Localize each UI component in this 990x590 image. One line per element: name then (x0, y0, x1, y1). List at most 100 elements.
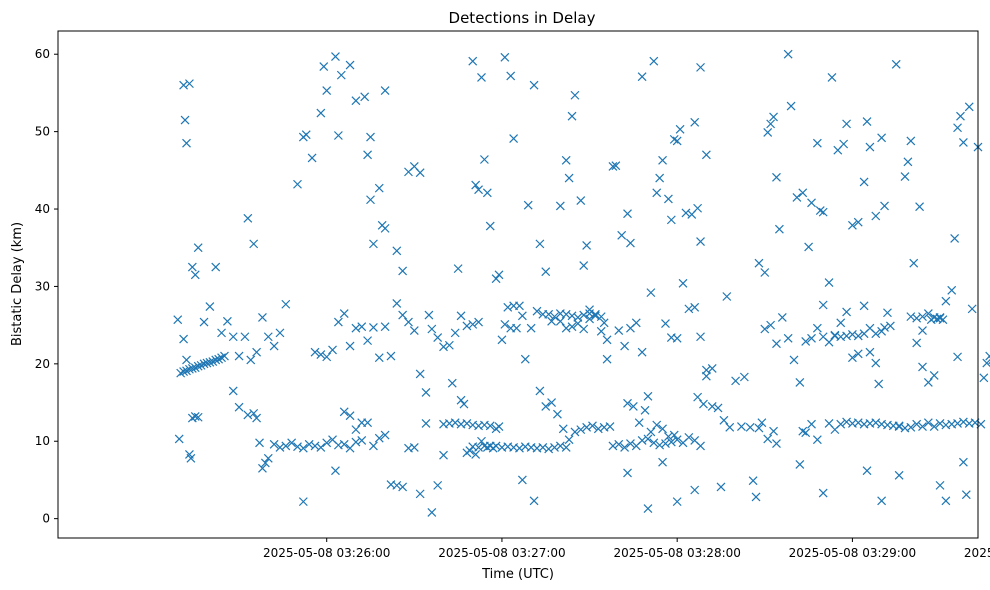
data-point (462, 419, 472, 428)
data-point (269, 439, 279, 449)
data-point (900, 172, 910, 181)
data-point (547, 398, 557, 407)
data-point (398, 482, 408, 492)
data-point (958, 417, 968, 427)
data-point (222, 316, 232, 326)
data-point (853, 418, 863, 428)
data-point (193, 412, 203, 422)
data-point (369, 441, 378, 451)
data-point (474, 317, 483, 327)
data-point (246, 355, 256, 365)
data-point (871, 418, 881, 428)
data-point (576, 425, 586, 435)
y-axis-label: Bistatic Delay (km) (10, 222, 25, 346)
data-point (818, 488, 828, 498)
data-point (275, 443, 285, 452)
data-point (316, 443, 326, 452)
data-point (462, 321, 472, 331)
data-point (220, 351, 229, 361)
y-axis-ticks: 0 10 20 30 40 50 60 (35, 47, 58, 526)
data-point (363, 336, 373, 346)
data-point (871, 211, 881, 221)
data-point (663, 194, 673, 204)
data-point (824, 278, 834, 287)
data-point (672, 497, 682, 507)
data-point (716, 482, 726, 492)
data-point (853, 331, 863, 341)
data-point (485, 221, 495, 231)
data-point (912, 338, 922, 348)
data-point (877, 326, 887, 336)
data-point (450, 418, 460, 428)
x-tick-label: 2025-05-08 03:29:00 (789, 546, 916, 560)
data-point (766, 119, 776, 129)
data-point (696, 441, 705, 451)
data-point (669, 134, 679, 144)
data-point (760, 324, 770, 334)
data-point (839, 139, 849, 149)
data-point (707, 364, 717, 373)
data-point (760, 268, 770, 277)
data-point (281, 299, 291, 309)
data-point (398, 310, 408, 320)
data-point (663, 432, 673, 442)
data-point (701, 365, 711, 375)
data-point (269, 341, 279, 351)
data-point (459, 399, 469, 409)
data-point (725, 422, 735, 432)
data-point (941, 496, 951, 506)
data-point (646, 288, 656, 298)
data-point (427, 324, 437, 334)
data-point (623, 468, 632, 478)
data-point (392, 480, 402, 490)
data-point (772, 439, 781, 448)
data-point (345, 60, 355, 70)
data-point (211, 355, 221, 365)
data-point (433, 480, 443, 490)
data-point (494, 422, 504, 431)
data-point (509, 134, 519, 144)
y-tick-label: 20 (35, 357, 50, 371)
x-axis-label: Time (UTC) (481, 567, 554, 582)
data-point (287, 438, 297, 448)
data-point (322, 438, 332, 448)
data-point (293, 442, 302, 452)
data-point (658, 155, 667, 165)
data-point (859, 177, 869, 187)
data-point (316, 108, 326, 118)
data-point (465, 446, 475, 455)
data-point (228, 332, 238, 342)
data-point (690, 117, 700, 127)
data-point (369, 323, 378, 332)
data-point (684, 432, 694, 442)
data-point (263, 332, 273, 342)
data-point (555, 201, 565, 211)
data-point (444, 340, 454, 350)
data-point (193, 243, 203, 253)
data-point (807, 198, 816, 208)
data-point (252, 347, 262, 357)
data-point (614, 439, 624, 449)
data-point (763, 434, 773, 444)
data-point (769, 426, 778, 436)
data-point (751, 492, 761, 502)
data-point (345, 411, 355, 421)
data-point (582, 422, 592, 432)
data-point (363, 150, 373, 160)
data-point (909, 258, 919, 268)
data-point (485, 421, 495, 431)
data-point (298, 497, 308, 507)
data-point (777, 312, 787, 322)
data-point (923, 418, 933, 428)
data-point (585, 314, 594, 324)
data-point (258, 312, 267, 322)
data-point (701, 150, 711, 160)
data-point (576, 196, 586, 205)
data-point (199, 317, 209, 327)
data-point (541, 267, 551, 277)
data-point (316, 350, 326, 359)
data-point (906, 136, 916, 146)
data-point (950, 234, 960, 243)
data-point (672, 136, 682, 146)
data-point (842, 331, 851, 341)
